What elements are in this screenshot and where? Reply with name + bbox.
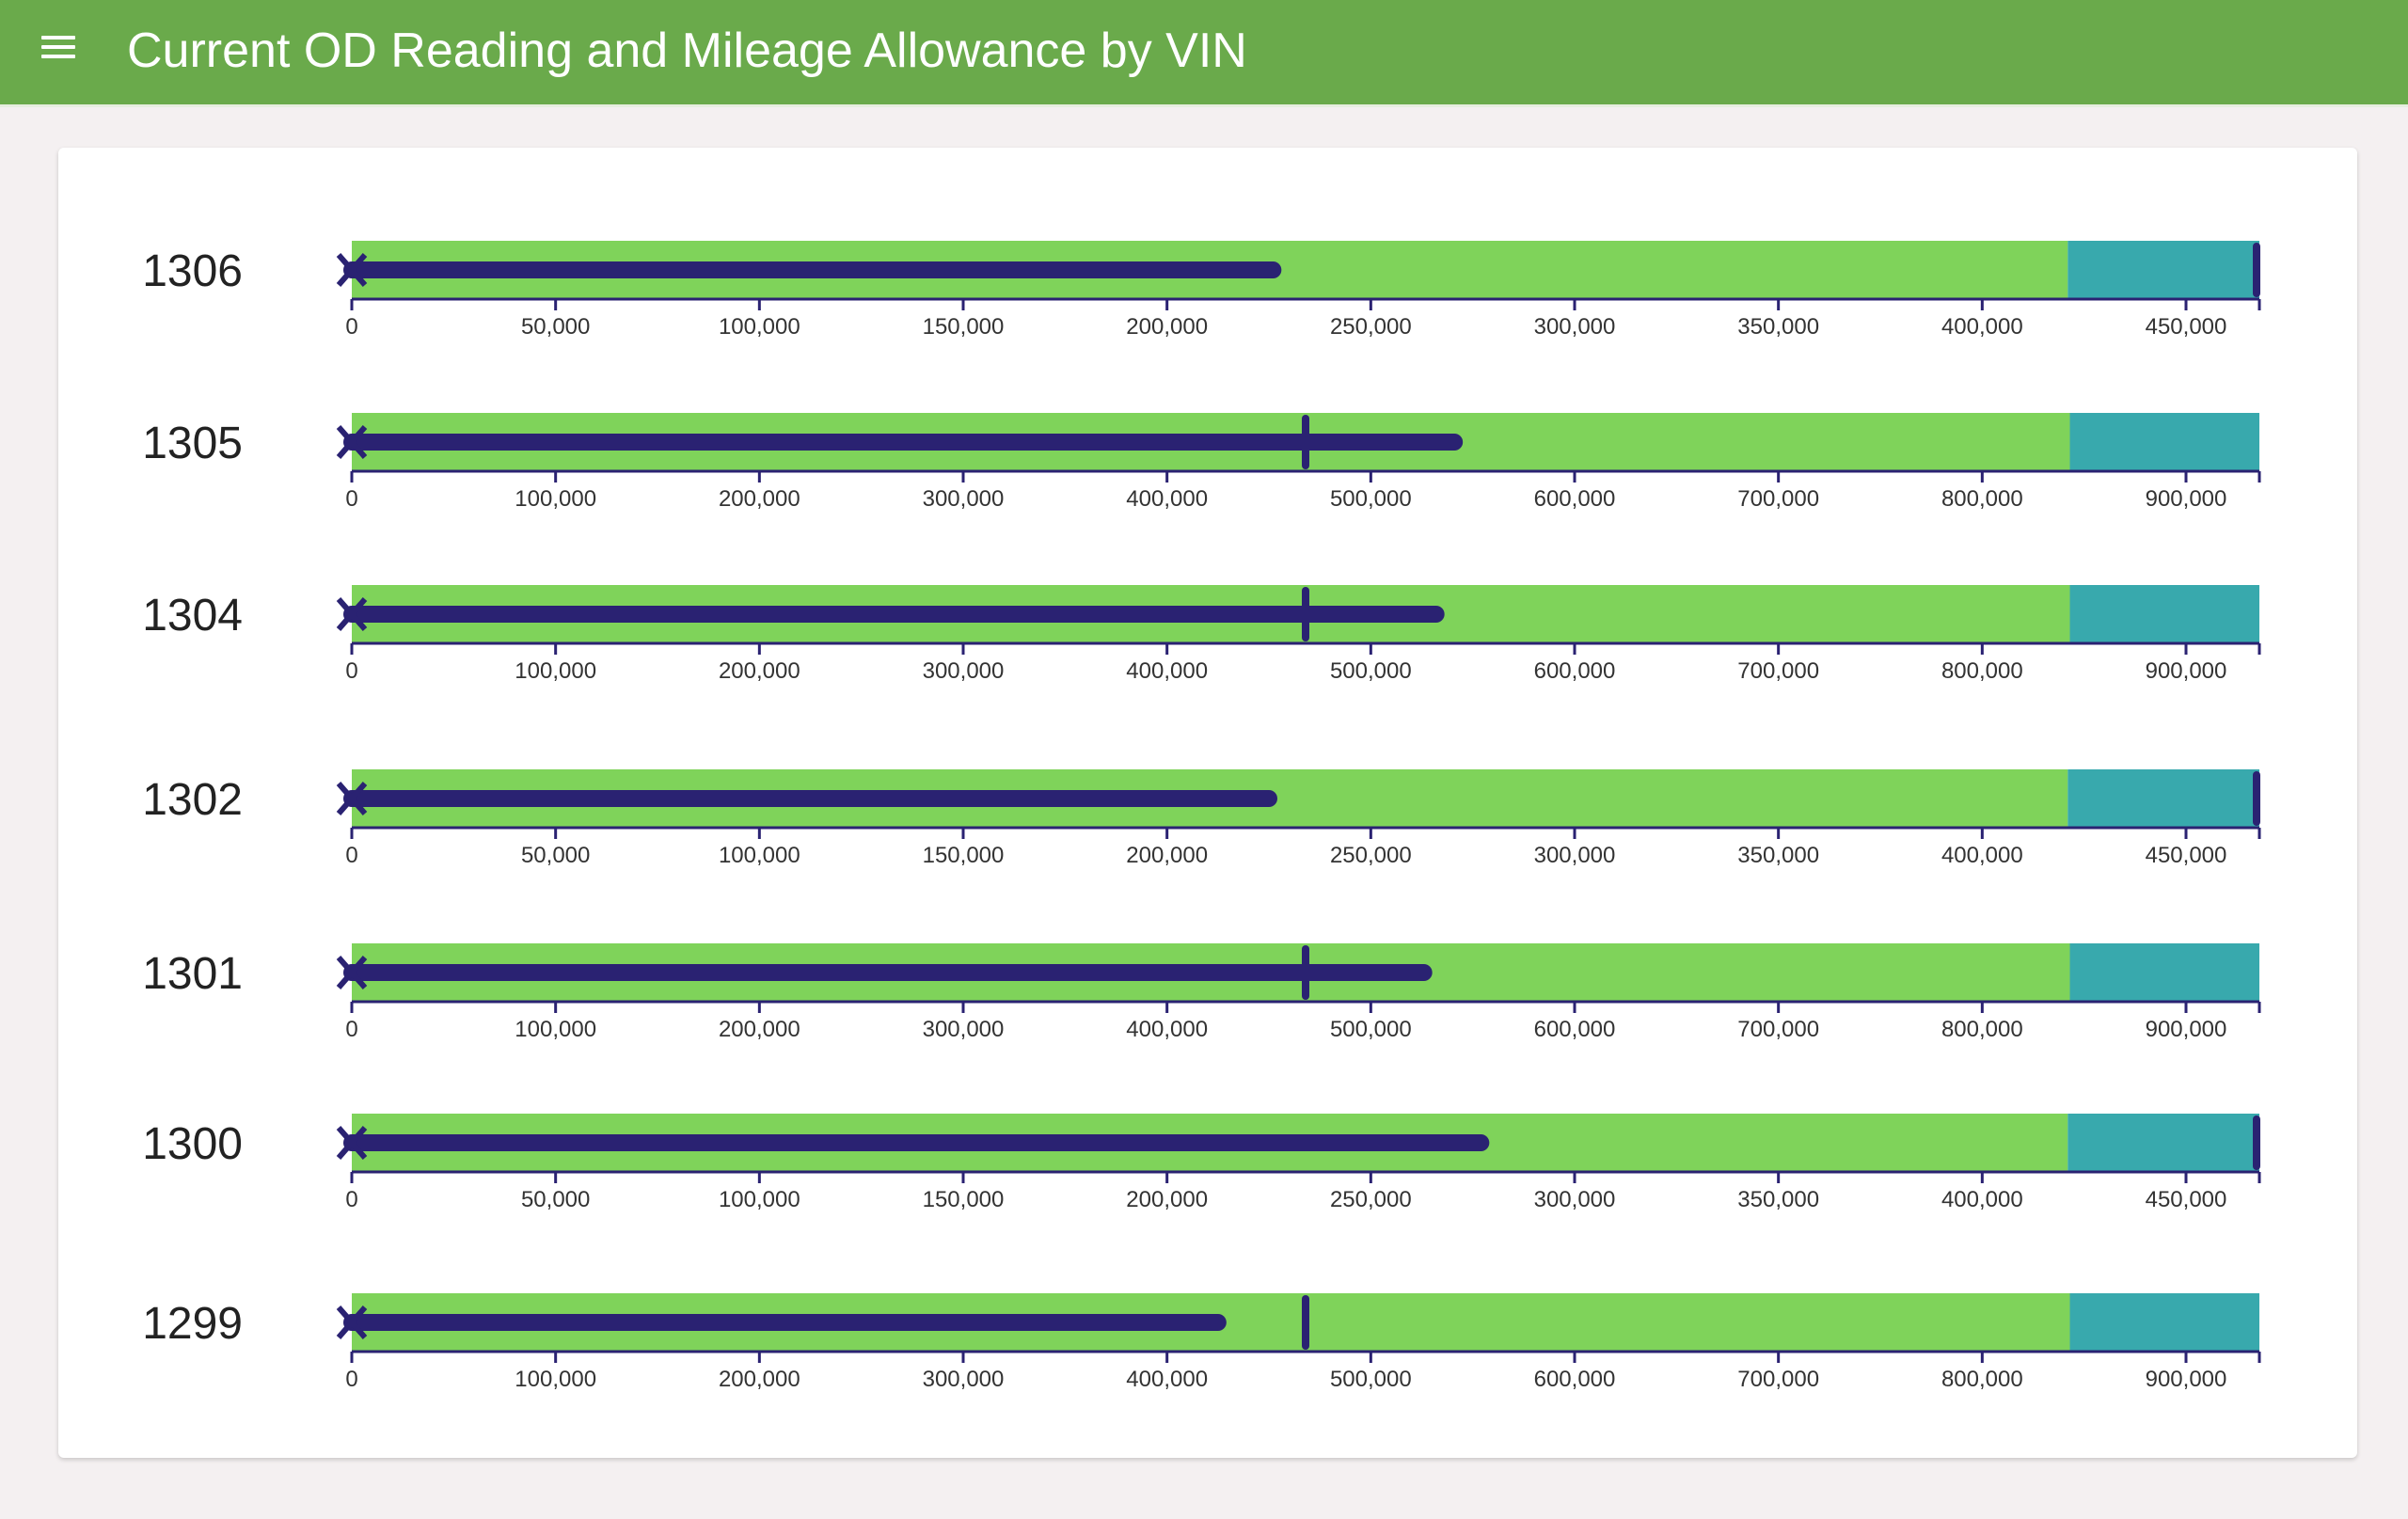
tick-label: 200,000 xyxy=(719,658,800,684)
tick-label: 400,000 xyxy=(1126,658,1208,684)
start-x-marker-icon xyxy=(336,597,368,631)
range-high xyxy=(2067,769,2259,828)
start-x-marker-icon xyxy=(336,782,368,815)
tick-label: 0 xyxy=(345,1017,357,1042)
tick-label: 900,000 xyxy=(2146,486,2227,512)
tick-label: 50,000 xyxy=(521,843,590,868)
tick-label: 350,000 xyxy=(1737,843,1819,868)
tick-label: 50,000 xyxy=(521,1187,590,1212)
tick-label: 400,000 xyxy=(1126,486,1208,512)
tick-label: 600,000 xyxy=(1534,658,1616,684)
tick-label: 200,000 xyxy=(1126,843,1208,868)
tick-label: 200,000 xyxy=(1126,1187,1208,1212)
tick-label: 0 xyxy=(345,1187,357,1212)
tick-label: 250,000 xyxy=(1330,1187,1412,1212)
tick-label: 800,000 xyxy=(1941,1017,2023,1042)
tick-label: 100,000 xyxy=(719,1187,800,1212)
vin-label: 1302 xyxy=(142,775,243,825)
tick-label: 900,000 xyxy=(2146,1367,2227,1392)
tick-label: 600,000 xyxy=(1534,1367,1616,1392)
tick-label: 200,000 xyxy=(1126,314,1208,340)
tick-label: 700,000 xyxy=(1737,486,1819,512)
tick-label: 450,000 xyxy=(2146,314,2227,340)
tick-label: 800,000 xyxy=(1941,658,2023,684)
tick-label: 300,000 xyxy=(1534,314,1616,340)
tick-label: 0 xyxy=(345,843,357,868)
tick-label: 400,000 xyxy=(1941,314,2023,340)
range-high xyxy=(2069,413,2259,471)
tick-label: 500,000 xyxy=(1330,486,1412,512)
vin-label: 1299 xyxy=(142,1299,243,1349)
tick-label: 150,000 xyxy=(923,843,1005,868)
range-high xyxy=(2069,585,2259,643)
tick-label: 350,000 xyxy=(1737,314,1819,340)
tick-label: 600,000 xyxy=(1534,486,1616,512)
tick-label: 500,000 xyxy=(1330,1017,1412,1042)
tick-label: 0 xyxy=(345,658,357,684)
start-x-marker-icon xyxy=(336,253,368,287)
vin-label: 1300 xyxy=(142,1119,243,1169)
tick-label: 150,000 xyxy=(923,314,1005,340)
tick-label: 700,000 xyxy=(1737,1017,1819,1042)
tick-label: 350,000 xyxy=(1737,1187,1819,1212)
tick-label: 300,000 xyxy=(923,1367,1005,1392)
tick-label: 900,000 xyxy=(2146,658,2227,684)
tick-label: 300,000 xyxy=(923,1017,1005,1042)
tick-label: 0 xyxy=(345,486,357,512)
range-high xyxy=(2069,1293,2259,1352)
tick-label: 0 xyxy=(345,314,357,340)
tick-label: 500,000 xyxy=(1330,1367,1412,1392)
tick-label: 800,000 xyxy=(1941,1367,2023,1392)
tick-label: 50,000 xyxy=(521,314,590,340)
vin-label: 1301 xyxy=(142,949,243,999)
tick-label: 300,000 xyxy=(1534,843,1616,868)
tick-label: 450,000 xyxy=(2146,1187,2227,1212)
tick-label: 100,000 xyxy=(515,1017,596,1042)
tick-label: 600,000 xyxy=(1534,1017,1616,1042)
tick-label: 400,000 xyxy=(1941,1187,2023,1212)
tick-label: 100,000 xyxy=(515,486,596,512)
tick-label: 300,000 xyxy=(923,658,1005,684)
start-x-marker-icon xyxy=(336,425,368,459)
hamburger-menu-icon[interactable] xyxy=(41,36,75,64)
tick-label: 100,000 xyxy=(719,843,800,868)
range-high xyxy=(2069,943,2259,1002)
start-x-marker-icon xyxy=(336,956,368,989)
tick-label: 100,000 xyxy=(515,1367,596,1392)
tick-label: 400,000 xyxy=(1126,1017,1208,1042)
tick-label: 200,000 xyxy=(719,1017,800,1042)
tick-label: 300,000 xyxy=(923,486,1005,512)
start-x-marker-icon xyxy=(336,1126,368,1160)
page-title: Current OD Reading and Mileage Allowance… xyxy=(127,24,1247,78)
vin-label: 1304 xyxy=(142,591,243,641)
tick-label: 400,000 xyxy=(1126,1367,1208,1392)
tick-label: 200,000 xyxy=(719,1367,800,1392)
tick-label: 250,000 xyxy=(1330,314,1412,340)
range-high xyxy=(2067,1114,2259,1172)
tick-label: 300,000 xyxy=(1534,1187,1616,1212)
range-high xyxy=(2067,241,2259,299)
tick-label: 150,000 xyxy=(923,1187,1005,1212)
tick-label: 200,000 xyxy=(719,486,800,512)
vin-label: 1306 xyxy=(142,246,243,296)
tick-label: 400,000 xyxy=(1941,843,2023,868)
tick-label: 700,000 xyxy=(1737,1367,1819,1392)
tick-label: 800,000 xyxy=(1941,486,2023,512)
tick-label: 250,000 xyxy=(1330,843,1412,868)
tick-label: 100,000 xyxy=(515,658,596,684)
app-header: Current OD Reading and Mileage Allowance… xyxy=(0,0,2408,107)
vin-label: 1305 xyxy=(142,419,243,468)
start-x-marker-icon xyxy=(336,1305,368,1339)
tick-label: 700,000 xyxy=(1737,658,1819,684)
tick-label: 900,000 xyxy=(2146,1017,2227,1042)
chart-card: 1306 0 50,000 100,000 150,000 200,000 250,000 3… xyxy=(58,148,2357,1458)
tick-label: 500,000 xyxy=(1330,658,1412,684)
bullet-chart: 1306 0 50,000 100,000 150,000 200,000 250,000 3… xyxy=(142,241,2261,1392)
tick-label: 0 xyxy=(345,1367,357,1392)
tick-label: 100,000 xyxy=(719,314,800,340)
tick-label: 450,000 xyxy=(2146,843,2227,868)
